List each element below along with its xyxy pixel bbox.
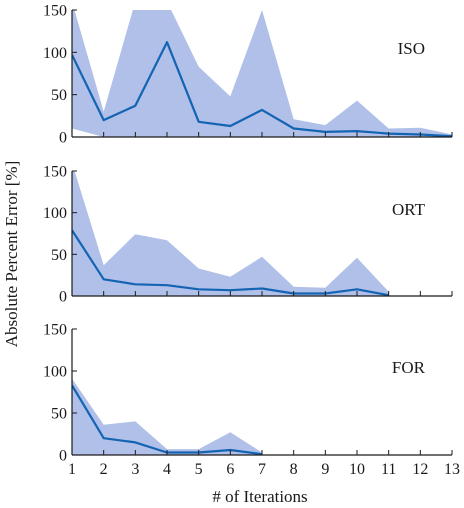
error-band <box>72 171 389 296</box>
y-tick-label: 150 <box>43 322 67 339</box>
y-tick-label: 150 <box>43 3 67 20</box>
y-tick-label: 50 <box>51 406 67 423</box>
x-axis-label: # of Iterations <box>212 487 307 506</box>
error-band <box>72 378 262 455</box>
x-tick-label: 5 <box>195 461 203 478</box>
x-tick-label: 9 <box>321 461 329 478</box>
y-tick-label: 100 <box>43 364 67 381</box>
y-tick-label: 0 <box>59 289 67 306</box>
x-tick-label: 4 <box>163 461 171 478</box>
series-line <box>72 229 389 296</box>
x-tick-label: 8 <box>290 461 298 478</box>
x-tick-label: 10 <box>349 461 365 478</box>
x-tick-label: 7 <box>258 461 266 478</box>
panel-ort: 0 50 100 150 ORT <box>43 164 453 306</box>
y-axis-label: Absolute Percent Error [%] <box>2 161 21 347</box>
x-tick-label: 13 <box>444 461 460 478</box>
x-tick-label: 3 <box>131 461 139 478</box>
panel-label: ISO <box>398 39 425 58</box>
y-tick-label: 50 <box>51 87 67 104</box>
y-tick-label: 100 <box>43 45 67 62</box>
panel-label: FOR <box>392 358 426 377</box>
y-tick-label: 150 <box>43 164 67 181</box>
panel-label: ORT <box>392 200 426 219</box>
panel-iso: 0 50 100 150 ISO <box>43 3 453 147</box>
panel-plot-content <box>72 171 389 296</box>
x-tick-label: 2 <box>100 461 108 478</box>
y-tick-label: 100 <box>43 205 67 222</box>
y-tick-label: 0 <box>59 448 67 465</box>
y-tick-label: 50 <box>51 247 67 264</box>
x-tick-label: 11 <box>381 461 396 478</box>
y-tick-label: 0 <box>59 130 67 147</box>
x-tick-label: 1 <box>68 461 76 478</box>
x-tick-label: 6 <box>226 461 234 478</box>
x-tick-label: 12 <box>412 461 428 478</box>
